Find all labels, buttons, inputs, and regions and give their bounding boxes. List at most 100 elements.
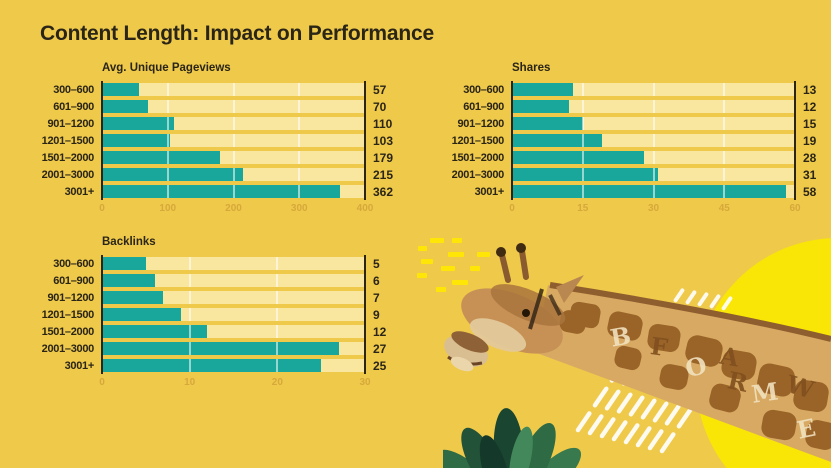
giraffe-forehead <box>490 284 566 326</box>
category-label: 1201–1500 <box>41 134 95 147</box>
gridline <box>581 134 584 147</box>
category-label: 1201–1500 <box>41 308 95 321</box>
gridline <box>723 168 726 181</box>
giraffe-letter: B <box>608 321 633 353</box>
gridline <box>723 151 726 164</box>
bar-row: 3001+ 58 <box>448 183 827 200</box>
gridline <box>166 83 169 96</box>
gridline <box>166 134 169 147</box>
gridline <box>652 83 655 96</box>
category-label: 601–900 <box>53 274 94 287</box>
gridline <box>652 100 655 113</box>
chart-rows-pageviews: 300–600 57 601–900 70 901–1200 110 1201–1500 10… <box>38 81 397 200</box>
chart-shares: Shares 300–600 13 601–900 12 901–1200 15 1201–… <box>448 62 827 215</box>
axis-baseline-rule <box>101 81 103 200</box>
axis-baseline-rule <box>101 255 103 374</box>
bar <box>102 100 149 113</box>
bar-track <box>102 359 365 372</box>
ossicone <box>519 248 529 280</box>
chart-title-backlinks: Backlinks <box>102 236 156 248</box>
value-label: 31 <box>803 167 817 182</box>
gridline <box>188 359 191 372</box>
giraffe-head <box>444 243 584 372</box>
gridline <box>581 168 584 181</box>
category-label: 300–600 <box>53 83 94 96</box>
category-label: 3001+ <box>64 359 95 372</box>
category-label: 901–1200 <box>457 117 504 130</box>
bar-row: 300–600 5 <box>38 255 397 272</box>
bar-track <box>102 117 365 130</box>
bar-row: 2001–3000 27 <box>38 340 397 357</box>
gridline <box>298 117 301 130</box>
bar-row: 601–900 12 <box>448 98 827 115</box>
gridline <box>298 185 301 198</box>
value-label: 179 <box>373 150 394 165</box>
axis-tick-label: 30 <box>359 377 371 388</box>
bar-row: 901–1200 7 <box>38 289 397 306</box>
yellow-dash <box>436 287 446 292</box>
gridline <box>652 185 655 198</box>
leaf <box>514 423 556 468</box>
category-label: 901–1200 <box>47 291 94 304</box>
bar-track <box>102 325 365 338</box>
leaf <box>479 435 511 468</box>
gridline <box>188 325 191 338</box>
bar-row: 300–600 57 <box>38 81 397 98</box>
axis-tick-label: 0 <box>509 203 515 214</box>
leaf <box>443 449 490 468</box>
chart-x-axis-pageviews: 0 100 200 300 400 <box>99 200 373 215</box>
bar-row: 2001–3000 215 <box>38 166 397 183</box>
category-label: 1501–2000 <box>41 325 95 338</box>
bar-track <box>102 185 365 198</box>
bar <box>102 257 146 270</box>
bar-row: 1501–2000 179 <box>38 149 397 166</box>
axis-baseline-rule <box>511 81 513 200</box>
bar-track <box>512 185 795 198</box>
category-label: 3001+ <box>474 185 505 198</box>
gridline <box>166 100 169 113</box>
value-label: 7 <box>373 290 380 305</box>
giraffe: B FO R M WEA <box>444 243 831 462</box>
chart-rows-shares: 300–600 13 601–900 12 901–1200 15 1201–1500 19 1… <box>448 81 827 200</box>
yellow-dash <box>418 246 427 251</box>
value-separator-rule <box>364 255 366 374</box>
chart-avg-unique-pageviews: Avg. Unique Pageviews 300–600 57 601–900 70… <box>38 62 397 215</box>
chart-backlinks: Backlinks 300–600 5 601–900 6 901–1200 7 1201–… <box>38 236 397 389</box>
bar-row: 601–900 70 <box>38 98 397 115</box>
gridline <box>276 257 279 270</box>
bar <box>102 117 175 130</box>
gridline <box>581 100 584 113</box>
yellow-dash <box>452 238 462 243</box>
gridline <box>652 117 655 130</box>
gridline <box>298 168 301 181</box>
value-label: 110 <box>373 116 393 131</box>
gridline <box>188 291 191 304</box>
bar-track <box>512 117 795 130</box>
gridline <box>723 100 726 113</box>
bar <box>512 100 569 113</box>
axis-tick-label: 60 <box>789 203 801 214</box>
axis-tick-label: 10 <box>184 377 196 388</box>
value-label: 27 <box>373 341 387 356</box>
value-label: 13 <box>803 82 817 97</box>
bridle-strap <box>528 288 544 330</box>
bar-track <box>102 134 365 147</box>
category-label: 1201–1500 <box>451 134 505 147</box>
value-label: 19 <box>803 133 817 148</box>
gridline <box>166 168 169 181</box>
gridline <box>276 342 279 355</box>
yellow-dash <box>477 252 490 257</box>
category-label: 2001–3000 <box>451 168 505 181</box>
bar-row: 901–1200 110 <box>38 115 397 132</box>
bar-row: 300–600 13 <box>448 81 827 98</box>
bar <box>102 83 140 96</box>
giraffe-ear <box>556 275 584 303</box>
bar <box>102 134 170 147</box>
value-separator-rule <box>364 81 366 200</box>
axis-tick-label: 15 <box>577 203 589 214</box>
category-label: 601–900 <box>463 100 504 113</box>
gridline <box>276 274 279 287</box>
value-label: 58 <box>803 184 817 199</box>
gridline <box>232 117 235 130</box>
